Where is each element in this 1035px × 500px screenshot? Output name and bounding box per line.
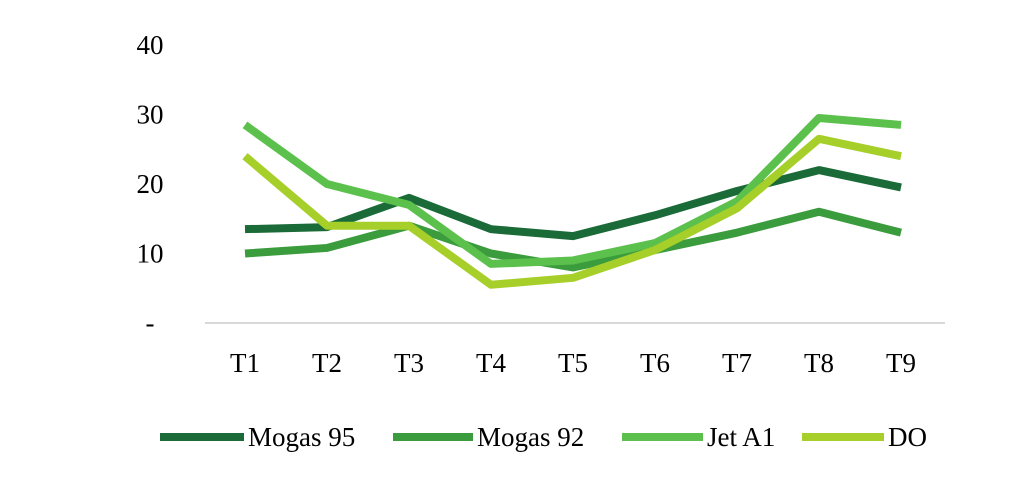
y-tick-label: 30 [137,100,164,130]
legend-item: DO [802,422,927,452]
legend-item: Mogas 92 [393,422,584,452]
series-line-mogas-92 [244,207,902,272]
x-tick-label: T6 [640,348,670,378]
x-tick-label: T7 [722,348,752,378]
legend-item: Jet A1 [622,422,775,452]
series-line-mogas-95 [244,166,902,241]
y-tick-label: 10 [137,239,164,269]
legend-label: Mogas 95 [248,422,355,452]
y-axis-ticks: - 10 20 30 40 [137,30,164,338]
x-axis-ticks: T1 T2 T3 T4 T5 T6 T7 T8 T9 [230,348,916,378]
legend-label: DO [888,422,927,452]
x-tick-label: T8 [804,348,834,378]
legend-label: Jet A1 [707,422,775,452]
x-tick-label: T4 [476,348,506,378]
y-tick-label: - [146,308,155,338]
legend-label: Mogas 92 [477,422,584,452]
x-tick-label: T3 [394,348,424,378]
legend: Mogas 95 Mogas 92 Jet A1 DO [160,422,927,452]
x-tick-label: T9 [886,348,916,378]
x-tick-label: T2 [312,348,342,378]
y-tick-label: 40 [137,30,164,60]
series-line-do [242,134,902,289]
x-tick-label: T1 [230,348,260,378]
legend-item: Mogas 95 [160,422,355,452]
series-lines [242,113,902,289]
y-tick-label: 20 [137,169,164,199]
series-line-jet-a1 [242,113,902,268]
x-tick-label: T5 [558,348,588,378]
